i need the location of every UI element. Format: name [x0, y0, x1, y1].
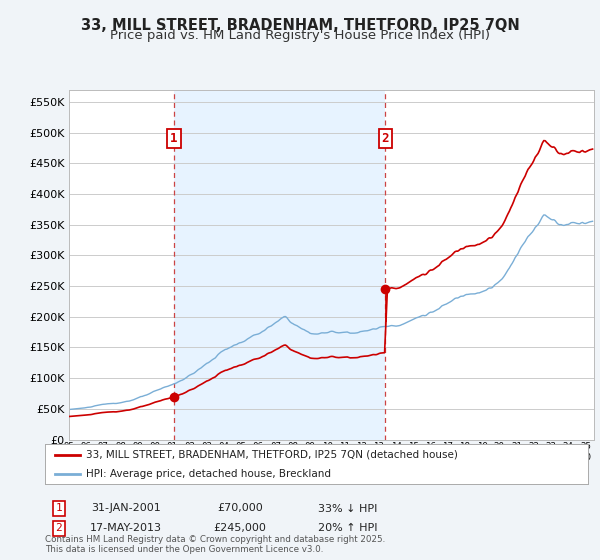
- Text: HPI: Average price, detached house, Breckland: HPI: Average price, detached house, Brec…: [86, 469, 331, 479]
- Text: 1: 1: [55, 503, 62, 514]
- Text: 31-JAN-2001: 31-JAN-2001: [91, 503, 161, 514]
- Text: 17-MAY-2013: 17-MAY-2013: [90, 523, 162, 533]
- Text: 20% ↑ HPI: 20% ↑ HPI: [318, 523, 378, 533]
- Bar: [173, 90, 385, 440]
- Text: 33, MILL STREET, BRADENHAM, THETFORD, IP25 7QN (detached house): 33, MILL STREET, BRADENHAM, THETFORD, IP…: [86, 450, 458, 460]
- Text: 33, MILL STREET, BRADENHAM, THETFORD, IP25 7QN: 33, MILL STREET, BRADENHAM, THETFORD, IP…: [80, 18, 520, 33]
- Text: 1: 1: [170, 132, 178, 145]
- Text: 2: 2: [55, 523, 62, 533]
- Text: £70,000: £70,000: [217, 503, 263, 514]
- Text: Contains HM Land Registry data © Crown copyright and database right 2025.
This d: Contains HM Land Registry data © Crown c…: [45, 535, 385, 554]
- Text: 33% ↓ HPI: 33% ↓ HPI: [319, 503, 377, 514]
- Text: £245,000: £245,000: [214, 523, 266, 533]
- Text: 2: 2: [382, 132, 389, 145]
- Text: Price paid vs. HM Land Registry's House Price Index (HPI): Price paid vs. HM Land Registry's House …: [110, 29, 490, 42]
